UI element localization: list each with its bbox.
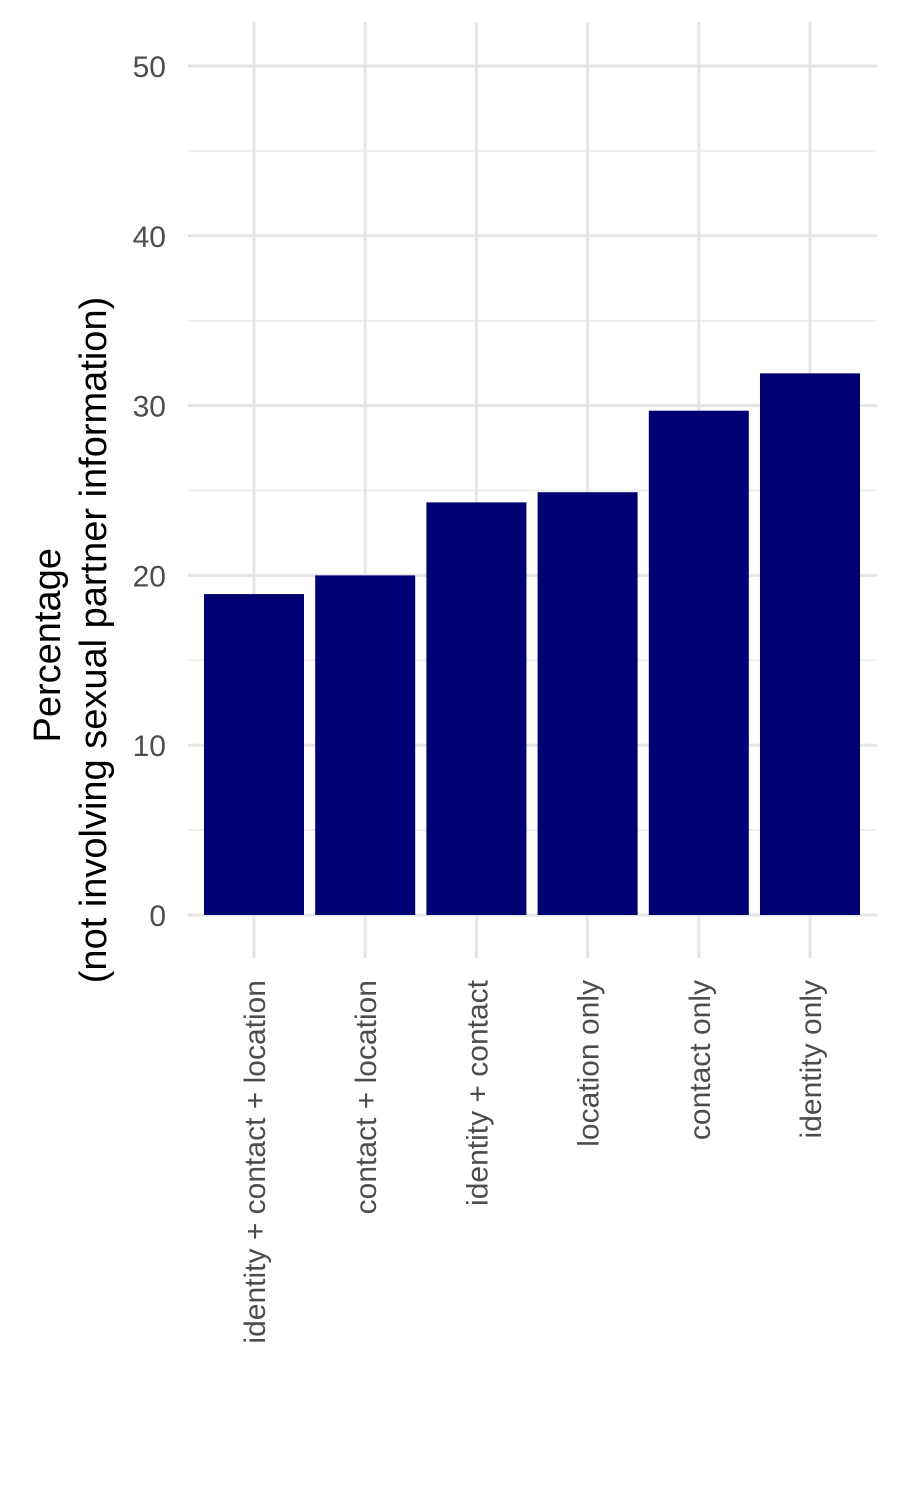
y-axis-title-line-2: (not involving sexual partner informatio… (73, 297, 115, 983)
bar-3 (426, 502, 527, 915)
bars (204, 373, 860, 915)
y-tick-label: 40 (133, 221, 166, 254)
y-axis-ticks: 0 10 20 30 40 50 (133, 51, 166, 933)
x-tick-label: identity only (795, 980, 828, 1138)
y-axis-title: Percentage (not involving sexual partner… (27, 297, 115, 983)
x-tick-label: contact only (684, 980, 717, 1140)
y-tick-label: 0 (149, 900, 166, 933)
bar-1 (204, 594, 304, 915)
bar-6 (760, 373, 860, 915)
y-tick-label: 30 (133, 391, 166, 424)
bar-4 (537, 492, 638, 915)
y-tick-label: 20 (133, 560, 166, 593)
x-tick-label: identity + contact (461, 979, 494, 1206)
x-axis-ticks: identity + contact + location contact + l… (239, 979, 828, 1343)
bar-5 (648, 410, 749, 915)
y-axis-title-line-1: Percentage (27, 548, 69, 742)
x-tick-label: location only (573, 980, 606, 1147)
y-tick-label: 10 (133, 730, 166, 763)
y-tick-label: 50 (133, 51, 166, 84)
x-tick-label: contact + location (350, 980, 383, 1214)
bar-2 (315, 575, 416, 915)
x-tick-label: identity + contact + location (239, 980, 272, 1344)
